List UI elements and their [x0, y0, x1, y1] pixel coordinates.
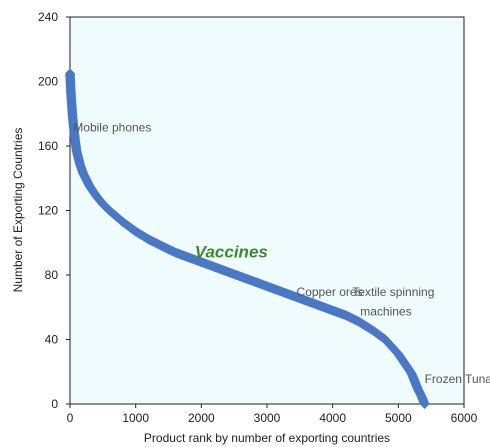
annotation-label: machines [360, 304, 411, 318]
y-tick-label: 80 [45, 268, 59, 282]
x-tick-label: 3000 [254, 411, 281, 425]
y-tick-label: 0 [51, 397, 58, 411]
y-tick-label: 240 [38, 10, 58, 24]
y-tick-label: 160 [38, 139, 58, 153]
x-tick-label: 4000 [319, 411, 346, 425]
x-tick-label: 0 [67, 411, 74, 425]
y-tick-label: 40 [45, 333, 59, 347]
y-tick-label: 120 [38, 204, 58, 218]
plot-area [69, 16, 465, 405]
annotation-label: Vaccines [195, 242, 268, 261]
annotation-label: Frozen Tuna [425, 372, 490, 386]
y-axis-title: Number of Exporting Countries [11, 128, 25, 293]
x-tick-label: 6000 [451, 411, 478, 425]
annotation-label: Mobile phones [73, 120, 151, 134]
x-tick-label: 2000 [188, 411, 215, 425]
data-point [419, 399, 430, 409]
x-tick-label: 5000 [385, 411, 412, 425]
annotation-label: Textile spinning [352, 285, 434, 299]
x-axis-title: Product rank by number of exporting coun… [144, 431, 390, 445]
x-tick-label: 1000 [122, 411, 149, 425]
annotation-label: Copper ores [297, 285, 363, 299]
y-tick-label: 200 [38, 75, 58, 89]
